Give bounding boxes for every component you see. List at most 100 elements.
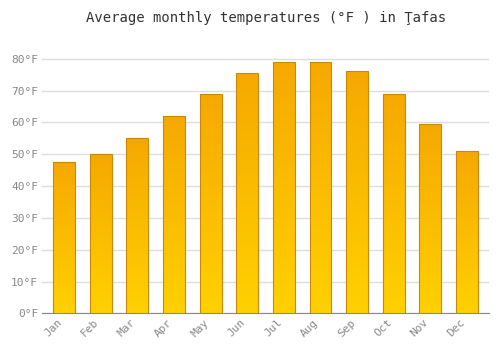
Bar: [200, 302, 222, 304]
Bar: [90, 301, 112, 302]
Bar: [54, 239, 75, 241]
Bar: [456, 209, 478, 211]
Bar: [163, 140, 185, 142]
Bar: [456, 265, 478, 266]
Bar: [420, 150, 442, 152]
Bar: [126, 257, 148, 259]
Bar: [236, 222, 258, 224]
Bar: [126, 149, 148, 150]
Bar: [273, 180, 295, 183]
Bar: [126, 142, 148, 143]
Bar: [200, 98, 222, 100]
Bar: [90, 283, 112, 285]
Bar: [236, 212, 258, 215]
Bar: [163, 205, 185, 207]
Bar: [54, 195, 75, 197]
Bar: [382, 298, 404, 300]
Bar: [382, 188, 404, 190]
Bar: [456, 281, 478, 282]
Bar: [163, 226, 185, 229]
Bar: [456, 151, 478, 153]
Bar: [346, 110, 368, 113]
Bar: [456, 255, 478, 257]
Bar: [90, 267, 112, 269]
Bar: [456, 273, 478, 274]
Bar: [273, 132, 295, 135]
Bar: [273, 140, 295, 142]
Bar: [346, 185, 368, 188]
Bar: [310, 296, 332, 298]
Bar: [236, 119, 258, 121]
Bar: [420, 249, 442, 251]
Bar: [200, 210, 222, 212]
Bar: [310, 271, 332, 273]
Bar: [420, 270, 442, 272]
Bar: [310, 225, 332, 228]
Bar: [236, 277, 258, 280]
Bar: [346, 258, 368, 260]
Bar: [90, 189, 112, 191]
Bar: [163, 236, 185, 238]
Bar: [456, 292, 478, 294]
Bar: [200, 129, 222, 131]
Bar: [163, 126, 185, 128]
Bar: [90, 239, 112, 240]
Bar: [163, 179, 185, 181]
Bar: [163, 268, 185, 270]
Bar: [382, 96, 404, 98]
Bar: [90, 164, 112, 165]
Bar: [456, 236, 478, 237]
Bar: [236, 150, 258, 152]
Bar: [200, 274, 222, 276]
Bar: [273, 230, 295, 233]
Bar: [420, 139, 442, 141]
Bar: [346, 231, 368, 233]
Bar: [236, 176, 258, 179]
Bar: [90, 281, 112, 283]
Bar: [310, 251, 332, 253]
Bar: [420, 306, 442, 308]
Bar: [126, 296, 148, 298]
Bar: [126, 189, 148, 191]
Bar: [273, 170, 295, 173]
Bar: [54, 257, 75, 259]
Bar: [382, 111, 404, 113]
Bar: [163, 240, 185, 242]
Bar: [456, 250, 478, 252]
Bar: [420, 230, 442, 232]
Bar: [54, 215, 75, 217]
Bar: [346, 100, 368, 103]
Bar: [456, 180, 478, 182]
Bar: [126, 210, 148, 212]
Bar: [310, 170, 332, 173]
Bar: [382, 219, 404, 221]
Bar: [420, 257, 442, 258]
Bar: [126, 212, 148, 214]
Bar: [382, 166, 404, 168]
Bar: [273, 203, 295, 205]
Bar: [236, 251, 258, 253]
Bar: [382, 162, 404, 164]
Bar: [54, 285, 75, 286]
Bar: [310, 67, 332, 69]
Bar: [163, 159, 185, 161]
Bar: [456, 153, 478, 154]
Bar: [310, 238, 332, 240]
Bar: [346, 272, 368, 275]
Bar: [163, 292, 185, 294]
Bar: [346, 306, 368, 308]
Bar: [54, 173, 75, 174]
Bar: [382, 170, 404, 173]
Bar: [200, 193, 222, 195]
Bar: [163, 282, 185, 284]
Bar: [200, 243, 222, 245]
Bar: [163, 232, 185, 234]
Bar: [273, 102, 295, 105]
Bar: [456, 221, 478, 222]
Bar: [346, 243, 368, 246]
Bar: [346, 161, 368, 163]
Bar: [90, 304, 112, 305]
Bar: [273, 253, 295, 255]
Bar: [382, 254, 404, 256]
Bar: [126, 206, 148, 208]
